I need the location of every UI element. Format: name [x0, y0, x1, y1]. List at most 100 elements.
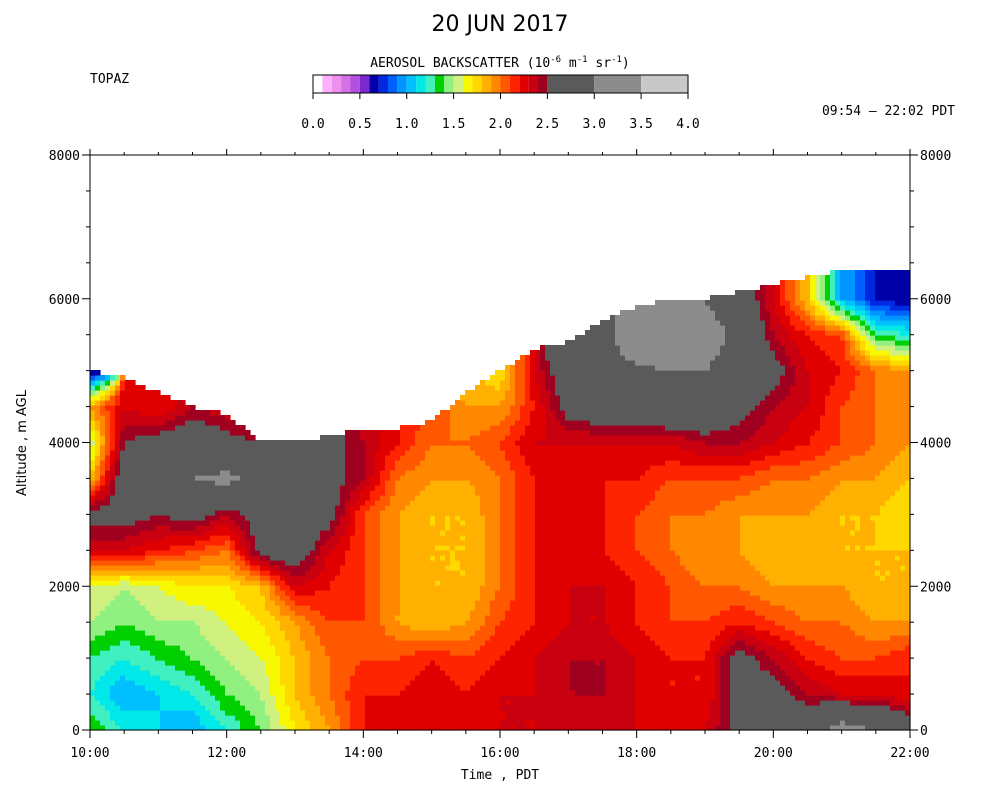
heatmap-cell	[90, 415, 96, 421]
heatmap-cell	[185, 425, 191, 431]
heatmap-cell	[160, 620, 166, 626]
heatmap-cell	[455, 720, 461, 726]
heatmap-cell	[365, 660, 371, 666]
heatmap-cell	[180, 620, 186, 626]
heatmap-cell	[460, 465, 466, 471]
heatmap-cell	[195, 720, 201, 726]
heatmap-cell	[205, 615, 211, 621]
heatmap-cell	[480, 705, 486, 711]
heatmap-cell	[290, 720, 296, 726]
heatmap-cell	[290, 560, 296, 566]
heatmap-cell	[115, 645, 121, 651]
heatmap-cell	[420, 575, 426, 581]
heatmap-cell	[260, 495, 266, 501]
heatmap-cell	[135, 560, 141, 566]
heatmap-cell	[145, 610, 151, 616]
heatmap-cell	[165, 695, 171, 701]
heatmap-cell	[420, 695, 426, 701]
heatmap-cell	[375, 550, 381, 556]
heatmap-cell	[280, 495, 286, 501]
heatmap-cell	[225, 710, 231, 716]
heatmap-cell	[160, 655, 166, 661]
heatmap-cell	[145, 545, 151, 551]
heatmap-cell	[195, 625, 201, 631]
heatmap-cell	[475, 610, 481, 616]
heatmap-cell	[155, 700, 161, 706]
heatmap-cell	[410, 710, 416, 716]
heatmap-cell	[335, 670, 341, 676]
heatmap-cell	[475, 475, 481, 481]
heatmap-cell	[300, 610, 306, 616]
heatmap-cell	[395, 505, 401, 511]
heatmap-cell	[125, 705, 131, 711]
heatmap-cell	[260, 550, 266, 556]
heatmap-cell	[470, 665, 476, 671]
heatmap-cell	[185, 440, 191, 446]
heatmap-cell	[345, 580, 351, 586]
heatmap-cell	[410, 545, 416, 551]
heatmap-cell	[455, 520, 461, 526]
heatmap-cell	[335, 465, 341, 471]
heatmap-cell	[390, 505, 396, 511]
heatmap-cell	[470, 635, 476, 641]
heatmap-cell	[345, 670, 351, 676]
heatmap-cell	[465, 695, 471, 701]
heatmap-cell	[355, 565, 361, 571]
heatmap-cell	[265, 665, 271, 671]
heatmap-cell	[95, 565, 101, 571]
colorbar-bin-10	[406, 75, 417, 93]
heatmap-cell	[355, 670, 361, 676]
heatmap-cell	[310, 565, 316, 571]
heatmap-cell	[195, 540, 201, 546]
heatmap-cell	[105, 585, 111, 591]
heatmap-cell	[380, 680, 386, 686]
heatmap-cell	[130, 680, 136, 686]
heatmap-cell	[310, 660, 316, 666]
heatmap-cell	[295, 550, 301, 556]
heatmap-cell	[285, 685, 291, 691]
heatmap-cell	[305, 470, 311, 476]
heatmap-cell	[115, 600, 121, 606]
heatmap-cell	[310, 575, 316, 581]
heatmap-cell	[330, 445, 336, 451]
heatmap-cell	[370, 580, 376, 586]
heatmap-cell	[350, 645, 356, 651]
heatmap-cell	[270, 445, 276, 451]
heatmap-cell	[275, 675, 281, 681]
heatmap-cell	[245, 585, 251, 591]
heatmap-cell	[255, 620, 261, 626]
heatmap-cell	[100, 635, 106, 641]
heatmap-cell	[205, 580, 211, 586]
heatmap-cell	[90, 640, 96, 646]
heatmap-cell	[340, 680, 346, 686]
heatmap-cell	[450, 550, 456, 556]
heatmap-cell	[190, 415, 196, 421]
heatmap-cell	[315, 565, 321, 571]
heatmap-cell	[270, 505, 276, 511]
heatmap-cell	[380, 530, 386, 536]
heatmap-cell	[175, 670, 181, 676]
heatmap-cell	[230, 645, 236, 651]
heatmap-cell	[400, 625, 406, 631]
heatmap-cell	[180, 425, 186, 431]
heatmap-cell	[340, 620, 346, 626]
heatmap-cell	[420, 725, 426, 731]
heatmap-cell	[195, 410, 201, 416]
heatmap-cell	[220, 470, 226, 476]
heatmap-cell	[115, 605, 121, 611]
heatmap-cell	[330, 610, 336, 616]
heatmap-cell	[285, 540, 291, 546]
heatmap-cell	[465, 500, 471, 506]
heatmap-cell	[475, 460, 481, 466]
heatmap-cell	[475, 540, 481, 546]
heatmap-cell	[310, 470, 316, 476]
heatmap-cell	[225, 520, 231, 526]
heatmap-cell	[360, 465, 366, 471]
heatmap-cell	[225, 420, 231, 426]
heatmap-cell	[115, 485, 121, 491]
heatmap-cell	[210, 415, 216, 421]
heatmap-cell	[290, 520, 296, 526]
heatmap-cell	[135, 435, 141, 441]
heatmap-cell	[470, 545, 476, 551]
heatmap-cell	[460, 610, 466, 616]
